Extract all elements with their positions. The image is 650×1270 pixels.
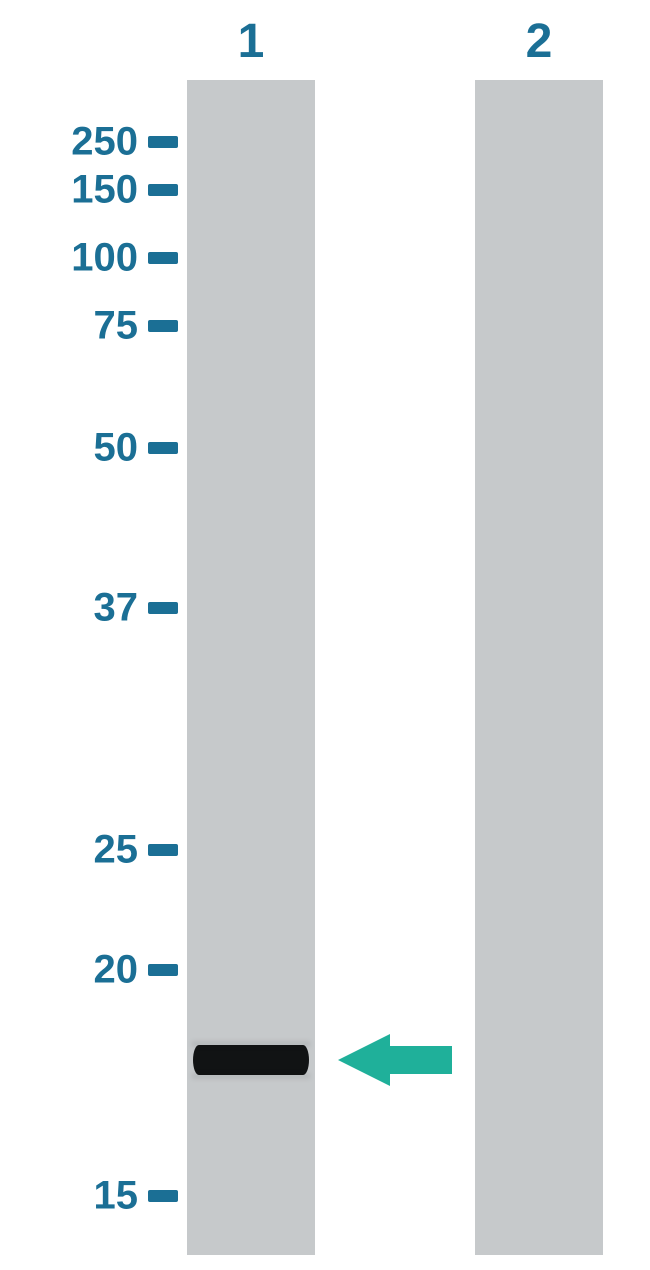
arrow-head: [338, 1034, 390, 1086]
mw-label-100: 100: [71, 236, 138, 281]
mw-tick-75: [148, 320, 178, 332]
mw-label-50: 50: [94, 426, 139, 471]
mw-tick-50: [148, 442, 178, 454]
mw-label-150: 150: [71, 168, 138, 213]
mw-tick-150: [148, 184, 178, 196]
lane-label-2: 2: [475, 14, 603, 69]
mw-tick-15: [148, 1190, 178, 1202]
mw-label-75: 75: [94, 304, 139, 349]
mw-label-25: 25: [94, 828, 139, 873]
mw-tick-100: [148, 252, 178, 264]
arrow-shaft: [390, 1046, 452, 1074]
mw-tick-20: [148, 964, 178, 976]
lane-2: [475, 80, 603, 1255]
blot-canvas: 1 2 250150 100 75 50 37 25 20 15: [0, 0, 650, 1270]
lane-label-1: 1: [187, 14, 315, 69]
mw-label-20: 20: [94, 948, 139, 993]
mw-tick-250: [148, 136, 178, 148]
mw-label-15: 15: [94, 1174, 139, 1219]
arrow-left-icon: [338, 1034, 452, 1086]
mw-label-37: 37: [94, 586, 139, 631]
band-lane1-0: [193, 1045, 309, 1075]
mw-label-250: 250: [71, 120, 138, 165]
mw-tick-37: [148, 602, 178, 614]
mw-tick-25: [148, 844, 178, 856]
